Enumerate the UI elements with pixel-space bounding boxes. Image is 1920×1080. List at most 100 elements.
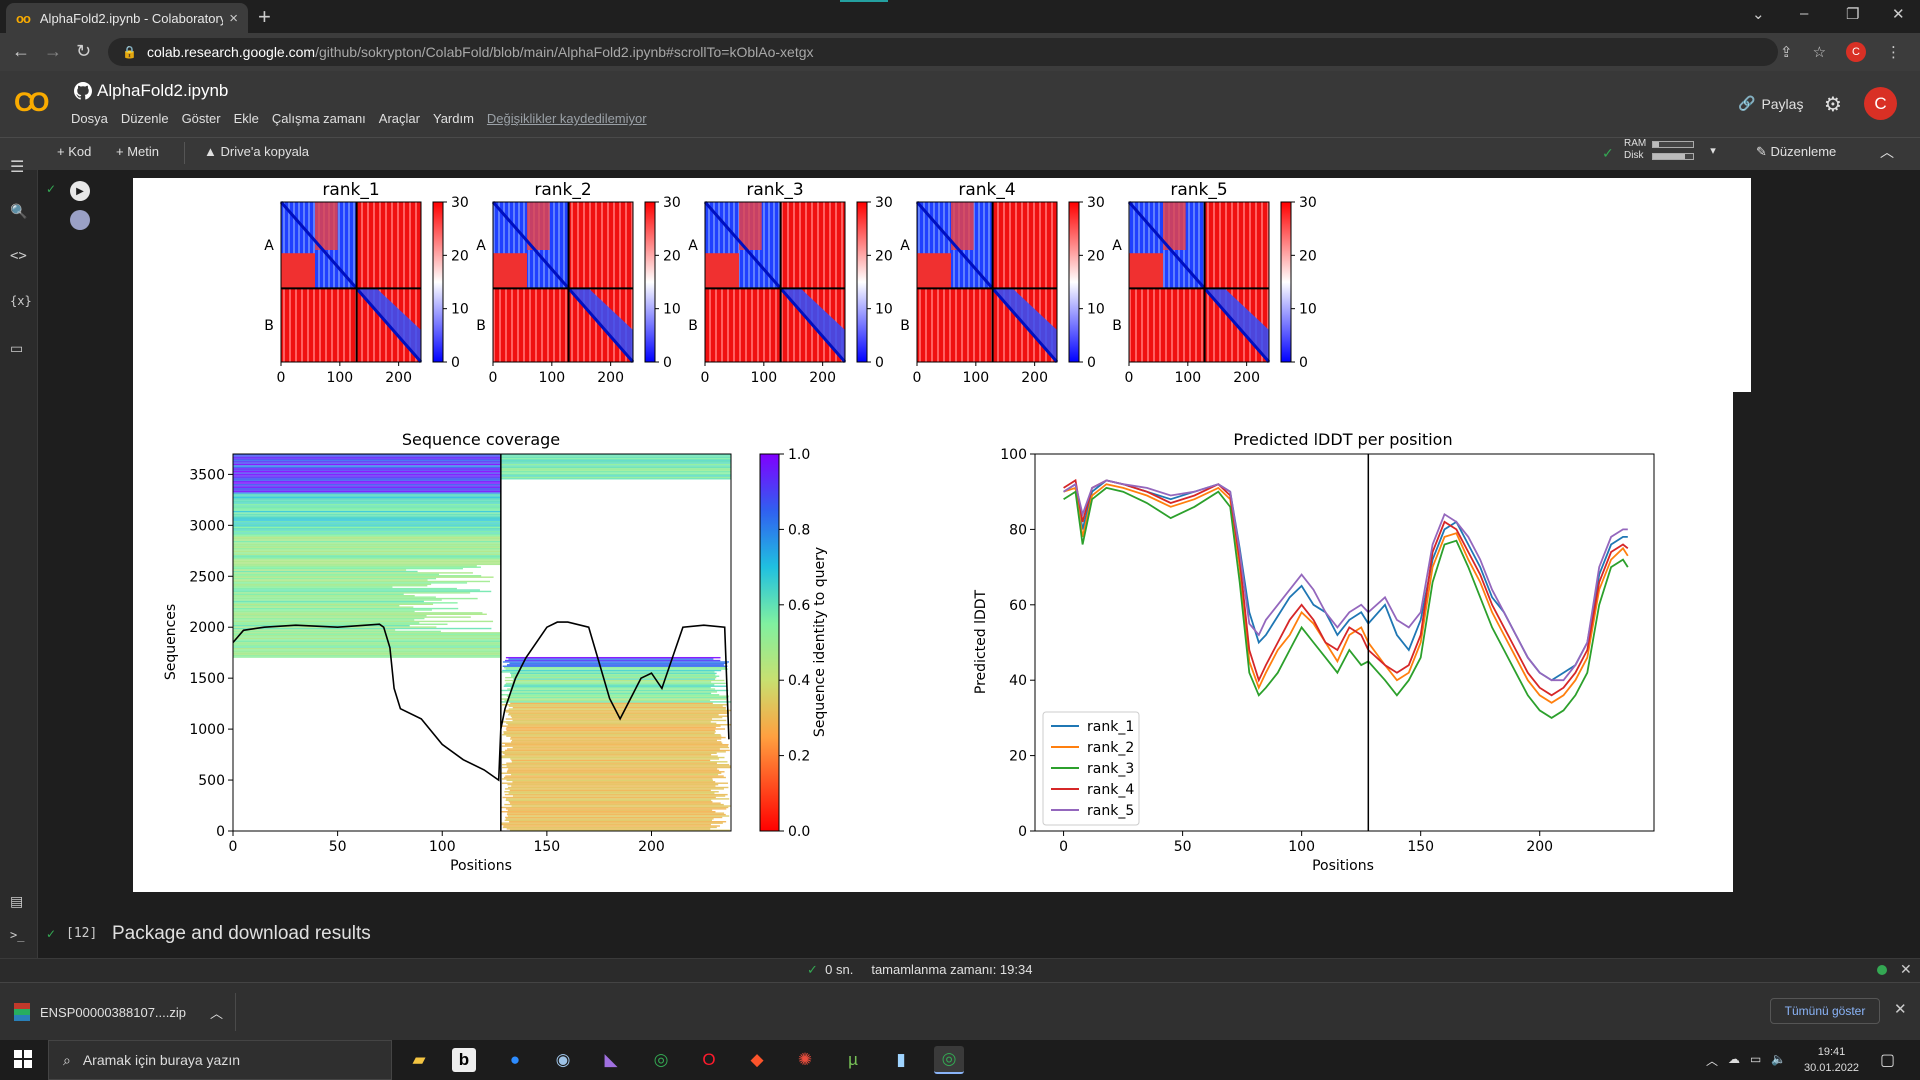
- tab-search-icon[interactable]: ⌄: [1752, 6, 1765, 23]
- app-glass-icon[interactable]: ▮: [896, 1050, 906, 1069]
- menu-tools[interactable]: Araçlar: [378, 111, 420, 126]
- variables-icon[interactable]: {x}: [10, 294, 32, 308]
- app-red-icon[interactable]: ✺: [797, 1050, 813, 1069]
- pae-chain-label: A: [900, 238, 910, 254]
- code-snippets-icon[interactable]: <>: [10, 248, 27, 264]
- edit-mode-button[interactable]: ✎ Düzenleme: [1756, 144, 1836, 160]
- taskbar-search-field[interactable]: ⌕ Aramak için buraya yazın: [48, 1040, 392, 1080]
- utorrent-icon[interactable]: µ: [848, 1050, 858, 1069]
- cloud-icon[interactable]: ☁: [1728, 1052, 1741, 1066]
- zoom-icon[interactable]: ●: [509, 1050, 521, 1069]
- add-code-button[interactable]: + Kod: [57, 144, 92, 159]
- network-icon[interactable]: ▭: [1750, 1052, 1762, 1066]
- reload-icon[interactable]: ↻: [76, 41, 92, 61]
- toc-icon[interactable]: ☰: [10, 159, 25, 176]
- coverage-row: [233, 610, 415, 613]
- browser-tab[interactable]: oo AlphaFold2.ipynb - Colaboratory ×: [6, 3, 248, 33]
- files-folder-icon[interactable]: ▭: [10, 340, 24, 356]
- coverage-row: [505, 799, 712, 802]
- menu-view[interactable]: Göster: [181, 111, 221, 126]
- menu-edit[interactable]: Düzenle: [120, 111, 169, 126]
- taskbar-clock[interactable]: 19:41 30.01.2022: [1804, 1044, 1859, 1076]
- resource-monitor[interactable]: RAM Disk ▾: [1624, 139, 1716, 161]
- share-page-icon[interactable]: ⇪: [1780, 44, 1793, 61]
- avatar[interactable]: C: [1864, 87, 1897, 120]
- minimize-icon[interactable]: –: [1800, 5, 1809, 22]
- command-palette-icon[interactable]: ▤: [10, 893, 24, 909]
- chrome-active-icon[interactable]: ◎: [934, 1046, 964, 1074]
- menu-runtime[interactable]: Çalışma zamanı: [271, 111, 366, 126]
- terminal-icon[interactable]: >_: [10, 928, 25, 942]
- opera-icon[interactable]: O: [702, 1050, 716, 1069]
- windows-start-icon[interactable]: [14, 1050, 32, 1068]
- coverage-row: [233, 605, 400, 607]
- coverage-row: [233, 460, 501, 463]
- close-tab-icon[interactable]: ×: [229, 9, 238, 27]
- chrome-icon[interactable]: ◎: [653, 1050, 669, 1069]
- pae-title: rank_2: [534, 180, 591, 200]
- tab-accent-line: [840, 0, 888, 2]
- brave-icon[interactable]: ◆: [750, 1050, 764, 1069]
- coverage-ylabel: Sequences: [163, 604, 179, 680]
- coverage-row: [506, 735, 722, 737]
- close-download-bar-icon[interactable]: ✕: [1894, 1001, 1907, 1018]
- coverage-row: [233, 479, 501, 481]
- restore-icon[interactable]: ❐: [1846, 6, 1860, 23]
- bookmark-star-icon[interactable]: ☆: [1812, 44, 1827, 61]
- add-text-button[interactable]: + Metin: [116, 144, 159, 159]
- pae-xtick-label: 100: [326, 370, 353, 386]
- pae-high-error-region: [315, 202, 338, 250]
- coverage-row: [233, 547, 501, 550]
- coverage-row: [233, 582, 468, 584]
- copy-to-drive-button[interactable]: ▲ Drive'a kopyala: [204, 144, 309, 159]
- profile-icon[interactable]: C: [1846, 42, 1867, 62]
- colab-logo[interactable]: CO: [14, 87, 49, 117]
- collapse-header-icon[interactable]: ︿: [1880, 144, 1894, 160]
- coverage-row: [233, 576, 494, 578]
- chevron-up-icon[interactable]: ︿: [210, 1005, 224, 1021]
- unsaved-notice[interactable]: Değişiklikler kaydedilemiyor: [486, 111, 647, 126]
- coverage-row: [233, 503, 501, 506]
- tray-chevron-icon[interactable]: ︿: [1706, 1054, 1719, 1068]
- download-item[interactable]: ENSP00000388107....zip ︿: [14, 993, 236, 1031]
- coverage-ytick-label: 1000: [189, 722, 225, 738]
- coverage-row: [233, 502, 501, 504]
- bandicam-icon[interactable]: b: [452, 1048, 476, 1072]
- coverage-row: [500, 456, 731, 459]
- coverage-row: [233, 623, 448, 625]
- coverage-row: [501, 671, 715, 673]
- menu-insert[interactable]: Ekle: [233, 111, 259, 126]
- status-close-icon[interactable]: ✕: [1900, 961, 1912, 977]
- coverage-row: [233, 567, 463, 570]
- coverage-row: [512, 739, 717, 742]
- pae-colorbar-tick-label: 10: [1087, 302, 1105, 318]
- steam-icon[interactable]: ◉: [555, 1050, 571, 1069]
- notifications-icon[interactable]: ▢: [1880, 1052, 1896, 1069]
- plddt-series-rank_3: [1063, 486, 1629, 719]
- pae-colorbar-tick-label: 30: [1299, 195, 1317, 211]
- browser-menu-icon[interactable]: ⋮: [1886, 44, 1902, 61]
- notebook-title[interactable]: AlphaFold2.ipynb: [74, 81, 228, 101]
- new-tab-icon[interactable]: +: [258, 4, 271, 29]
- menu-help[interactable]: Yardım: [432, 111, 474, 126]
- resource-dropdown-icon[interactable]: ▾: [1710, 144, 1716, 157]
- show-all-downloads-button[interactable]: Tümünü göster: [1770, 998, 1880, 1024]
- coverage-xtick-label: 150: [533, 839, 560, 855]
- run-cell-icon[interactable]: ▶: [70, 181, 90, 201]
- coverage-row: [511, 675, 720, 677]
- volume-icon[interactable]: 🔈: [1771, 1052, 1787, 1066]
- pae-xtick-label: 100: [538, 370, 565, 386]
- url-field[interactable]: 🔒 colab.research.google.com /github/sokr…: [108, 38, 1778, 66]
- next-cell-heading[interactable]: Package and download results: [112, 923, 371, 944]
- search-icon[interactable]: 🔍: [10, 203, 28, 219]
- file-explorer-icon[interactable]: ▰: [412, 1050, 426, 1069]
- back-icon[interactable]: ←: [12, 41, 30, 61]
- menu-file[interactable]: Dosya: [71, 111, 108, 126]
- close-window-icon[interactable]: ✕: [1892, 6, 1905, 23]
- visual-studio-icon[interactable]: ◣: [604, 1050, 618, 1069]
- forward-icon[interactable]: →: [44, 41, 62, 61]
- share-button[interactable]: 🔗 Paylaş: [1738, 95, 1803, 112]
- plddt-legend: rank_1 rank_2 rank_3 rank_4 rank_5: [1042, 711, 1140, 826]
- gear-icon[interactable]: ⚙: [1824, 94, 1842, 116]
